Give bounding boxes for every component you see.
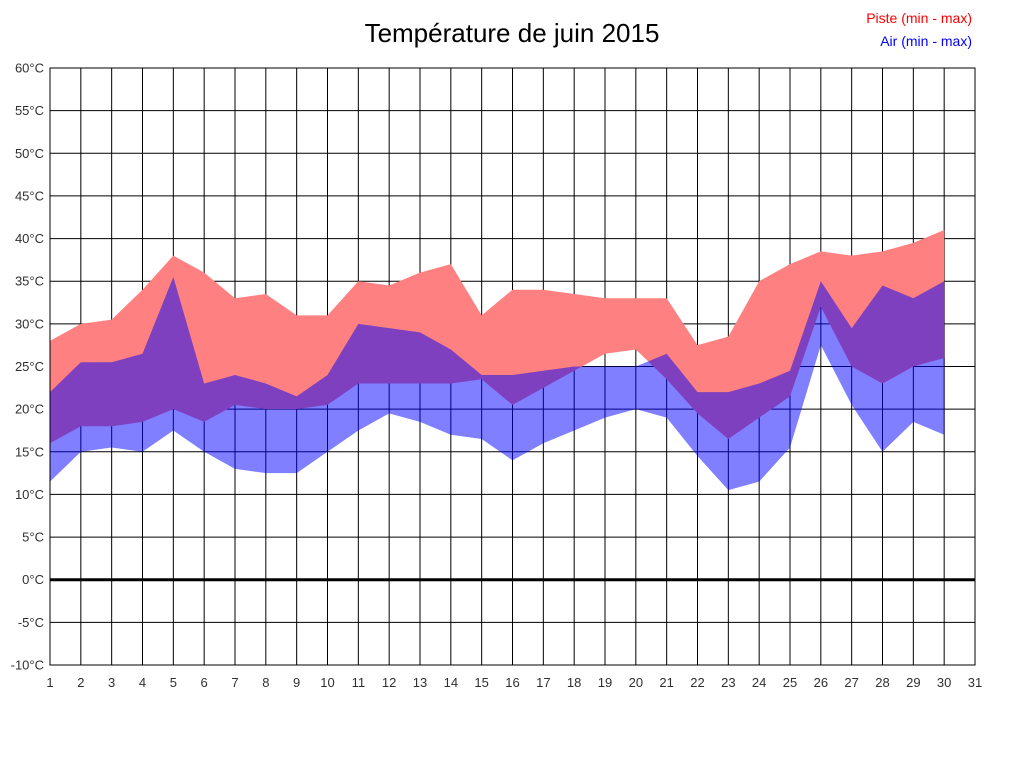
y-tick-label: 20°C bbox=[15, 402, 44, 417]
x-tick-label: 18 bbox=[567, 675, 581, 690]
y-tick-label: 35°C bbox=[15, 274, 44, 289]
chart-legend: Piste (min - max) Air (min - max) bbox=[866, 10, 972, 49]
y-tick-label: 0°C bbox=[22, 572, 44, 587]
x-tick-label: 15 bbox=[474, 675, 488, 690]
x-tick-label: 11 bbox=[352, 675, 366, 690]
x-tick-label: 22 bbox=[690, 675, 704, 690]
y-tick-label: 50°C bbox=[15, 146, 44, 161]
x-tick-label: 21 bbox=[659, 675, 673, 690]
x-tick-label: 10 bbox=[320, 675, 334, 690]
x-tick-label: 14 bbox=[444, 675, 458, 690]
x-tick-label: 26 bbox=[814, 675, 828, 690]
x-tick-label: 2 bbox=[77, 675, 84, 690]
x-tick-label: 25 bbox=[783, 675, 797, 690]
x-tick-label: 1 bbox=[46, 675, 53, 690]
x-tick-label: 3 bbox=[108, 675, 115, 690]
y-axis-labels: 60°C 55°C 50°C 45°C 40°C 35°C 30°C 25°C 20°C 15°C… bbox=[11, 61, 44, 673]
x-tick-label: 5 bbox=[170, 675, 177, 690]
y-tick-label: 5°C bbox=[22, 530, 44, 545]
x-tick-label: 13 bbox=[413, 675, 427, 690]
x-tick-label: 30 bbox=[937, 675, 951, 690]
y-tick-label: 25°C bbox=[15, 359, 44, 374]
x-tick-label: 4 bbox=[139, 675, 146, 690]
legend-piste: Piste (min - max) bbox=[866, 10, 972, 26]
x-tick-label: 12 bbox=[382, 675, 396, 690]
x-tick-label: 28 bbox=[875, 675, 889, 690]
x-tick-label: 7 bbox=[231, 675, 238, 690]
x-tick-label: 6 bbox=[201, 675, 208, 690]
x-tick-label: 23 bbox=[721, 675, 735, 690]
y-tick-label: 40°C bbox=[15, 231, 44, 246]
y-tick-label: -5°C bbox=[18, 615, 44, 630]
y-tick-label: 55°C bbox=[15, 103, 44, 118]
y-tick-label: 30°C bbox=[15, 316, 44, 331]
x-tick-label: 17 bbox=[536, 675, 550, 690]
chart-title: Température de juin 2015 bbox=[364, 18, 660, 48]
x-tick-label: 9 bbox=[293, 675, 300, 690]
plot-frame bbox=[49, 67, 976, 666]
x-tick-label: 16 bbox=[505, 675, 519, 690]
y-tick-label: 10°C bbox=[15, 487, 44, 502]
x-tick-label: 20 bbox=[629, 675, 643, 690]
x-axis-labels: 1 2 3 4 5 6 7 8 9 10 11 12 13 14 15 16 17 18 19 20 21 22 23 24 2… bbox=[46, 675, 982, 690]
y-tick-label: 15°C bbox=[15, 444, 44, 459]
x-tick-label: 31 bbox=[968, 675, 982, 690]
legend-air: Air (min - max) bbox=[880, 33, 972, 49]
x-tick-label: 29 bbox=[906, 675, 920, 690]
air-band bbox=[50, 276, 945, 491]
y-tick-label: 60°C bbox=[15, 61, 44, 76]
x-tick-label: 27 bbox=[844, 675, 858, 690]
x-tick-label: 24 bbox=[752, 675, 766, 690]
x-tick-label: 8 bbox=[262, 675, 269, 690]
y-tick-label: -10°C bbox=[11, 658, 44, 673]
x-tick-label: 19 bbox=[598, 675, 612, 690]
y-tick-label: 45°C bbox=[15, 188, 44, 203]
